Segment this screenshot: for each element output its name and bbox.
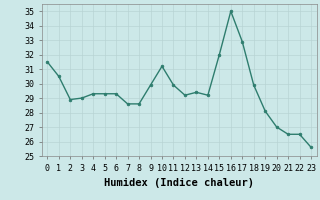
X-axis label: Humidex (Indice chaleur): Humidex (Indice chaleur) (104, 178, 254, 188)
